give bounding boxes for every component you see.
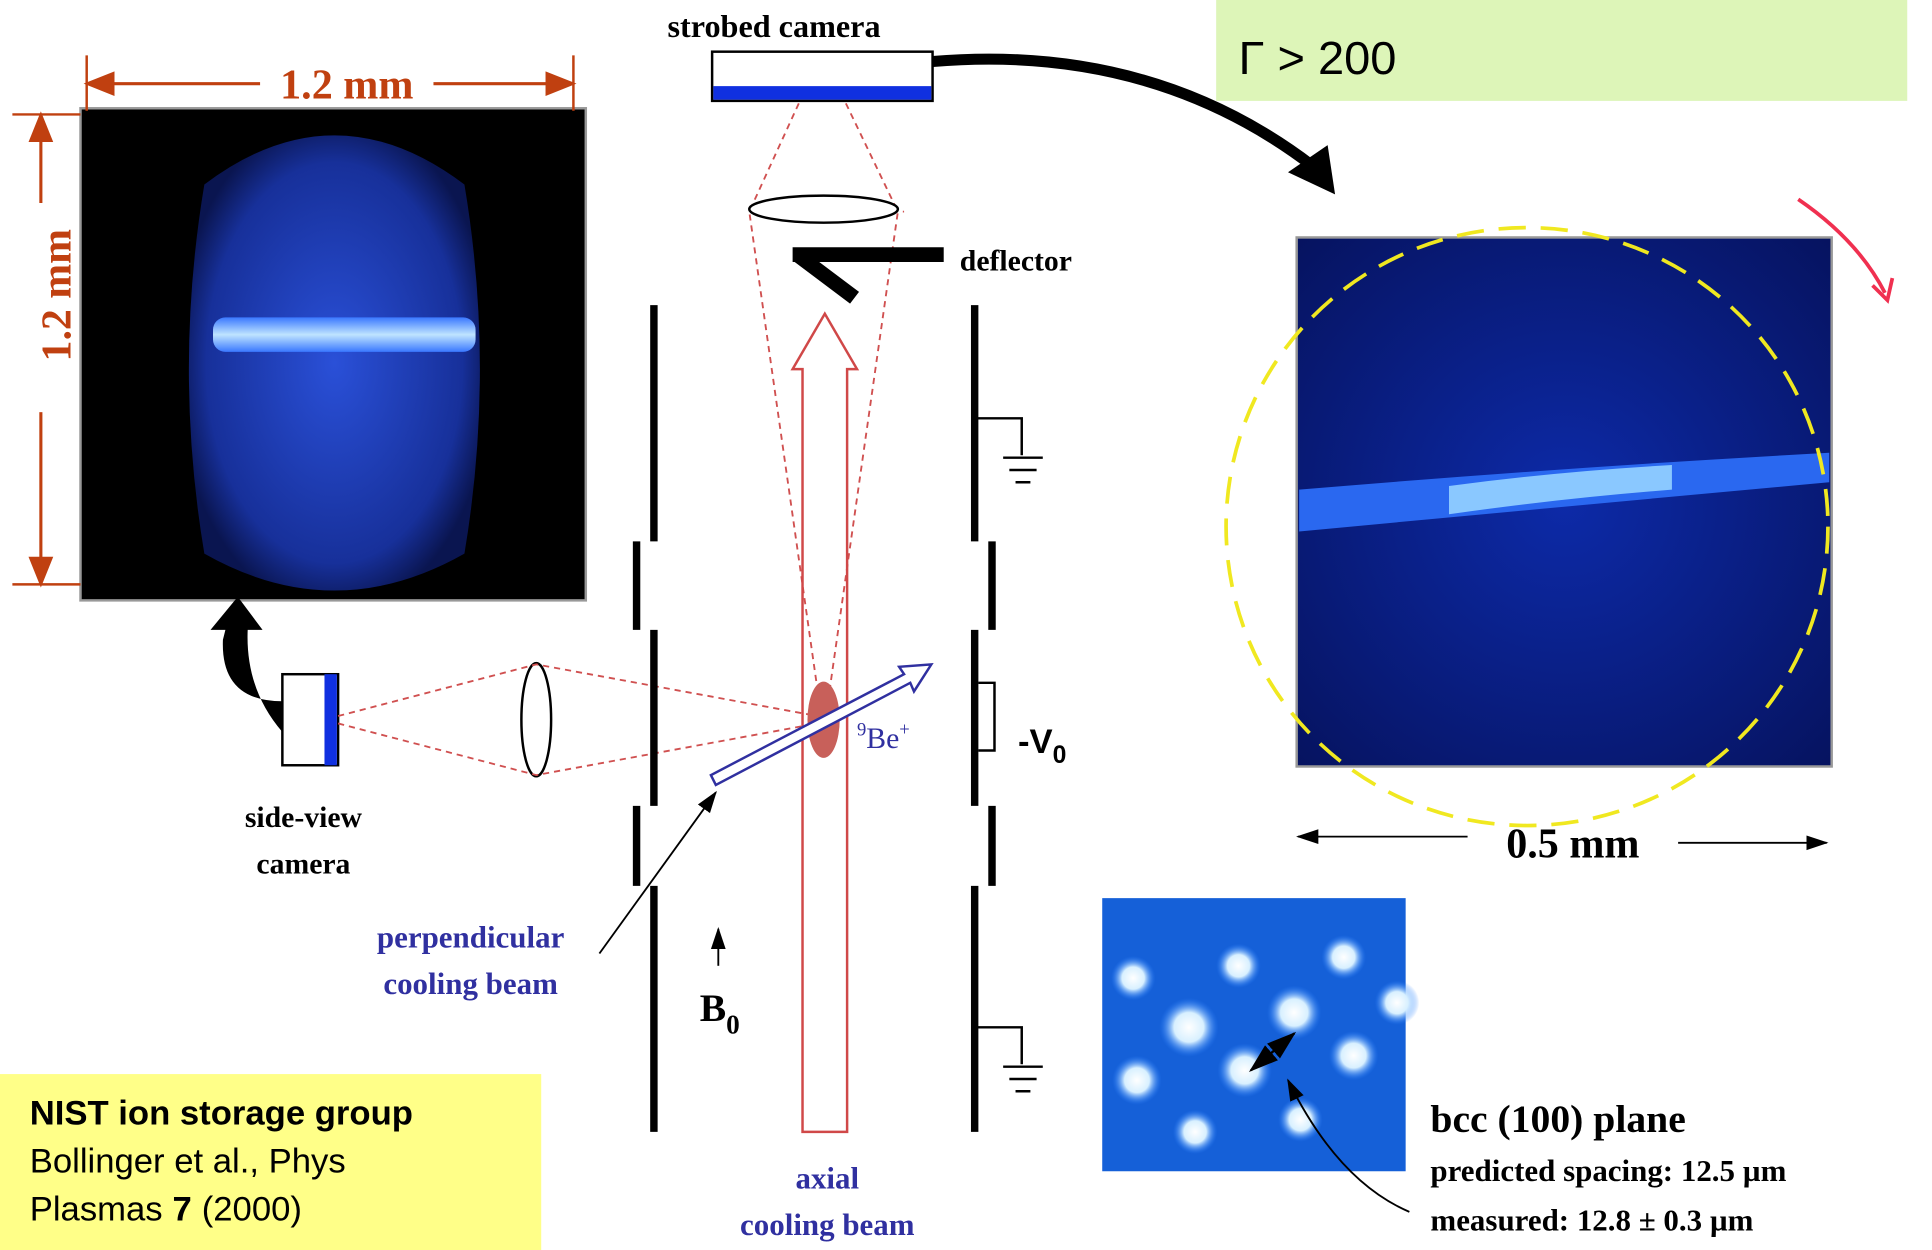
lattice-measured: measured: 12.8 ± 0.3 µm	[1430, 1203, 1753, 1237]
diagram: 1.2 mm 1.2 mm side-view camera strobed c…	[0, 0, 1932, 1250]
field-label: B0	[700, 986, 740, 1039]
ion-mass: 9	[857, 721, 866, 741]
axial-beam-label: cooling beam	[740, 1208, 915, 1242]
side-camera-sensor	[324, 674, 336, 765]
field-sub: 0	[726, 1010, 740, 1040]
top-lens	[749, 196, 898, 223]
side-camera-label: camera	[256, 849, 350, 881]
width-label: 1.2 mm	[280, 63, 413, 109]
volume: 7	[173, 1191, 192, 1229]
voltage-sub: 0	[1053, 742, 1067, 769]
side-lens	[521, 663, 551, 776]
top-rays	[749, 103, 904, 689]
coupling-label: Γ > 200	[1238, 32, 1396, 84]
lattice-predicted: predicted spacing: 12.5 µm	[1430, 1154, 1786, 1188]
ion-name: Be	[866, 723, 899, 755]
lattice-image	[1102, 898, 1419, 1171]
field: B	[700, 986, 726, 1030]
perp-beam-label: perpendicular	[377, 920, 565, 954]
height-label: 1.2 mm	[34, 229, 80, 361]
top-view-image	[1297, 237, 1832, 766]
deflector-label: deflector	[960, 246, 1072, 278]
citation-group: NIST ion storage group	[30, 1095, 413, 1133]
citation-line: Bollinger et al., Phys	[30, 1143, 346, 1181]
lattice-plane: bcc (100) plane	[1430, 1097, 1685, 1141]
voltage-label: -V0	[1018, 723, 1066, 769]
ion-label: 9Be+	[857, 721, 910, 755]
perp-beam-label: cooling beam	[383, 967, 558, 1001]
deflector	[793, 255, 944, 298]
side-camera-label: side-view	[245, 802, 363, 834]
strobed-sensor	[713, 86, 931, 100]
side-arrow	[211, 597, 283, 732]
journal: Plasmas	[30, 1191, 163, 1229]
voltage: -V	[1018, 723, 1053, 761]
ion-charge: +	[899, 721, 909, 741]
year: (2000)	[202, 1191, 302, 1229]
scale-label: 0.5 mm	[1506, 822, 1639, 868]
axial-beam-label: axial	[795, 1162, 859, 1196]
strobed-camera-label: strobed camera	[668, 8, 881, 44]
side-view-image	[81, 108, 586, 600]
